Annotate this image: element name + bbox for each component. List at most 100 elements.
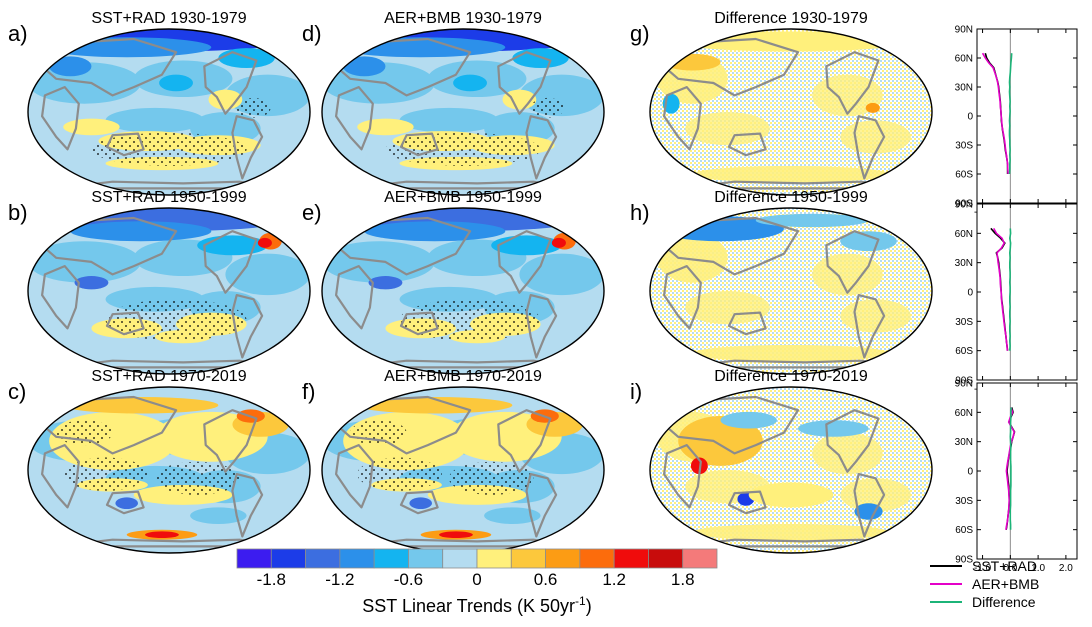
coastline: [231, 115, 264, 180]
panel-label: b): [8, 200, 28, 225]
trend-patch: [364, 221, 506, 242]
trend-patch: [115, 497, 138, 510]
trend-patch: [63, 396, 219, 414]
map-title: Difference 1950-1999: [714, 189, 868, 206]
coastline: [231, 473, 264, 538]
map-content: [650, 387, 932, 553]
y-tick-label: 60S: [955, 170, 973, 181]
legend-label: SST+RAD: [972, 558, 1037, 574]
x-tick-label: 1.0: [1031, 563, 1045, 574]
y-tick-label: 30N: [955, 258, 973, 269]
trend-patch: [448, 461, 534, 495]
trend-patch: [105, 299, 247, 341]
trend-patch: [63, 457, 148, 491]
map-outline: [649, 207, 933, 375]
y-tick-label: 30N: [955, 437, 973, 448]
map-outline: [649, 28, 933, 196]
trend-patch: [664, 53, 721, 71]
y-tick-label: 0: [967, 112, 973, 123]
coastline: [203, 51, 258, 115]
colorbar-swatch: [545, 548, 581, 569]
trend-patch: [357, 118, 414, 136]
colorbar-label: -0.6: [394, 570, 423, 589]
map-panel: SST+RAD 1930-1979 a): [8, 10, 311, 196]
trend-patch: [385, 132, 541, 166]
trend-patch: [812, 253, 883, 296]
trend-patch: [484, 507, 541, 524]
colorbar-swatch: [339, 548, 375, 569]
trend-patch: [530, 97, 565, 118]
y-tick-label: 30S: [955, 141, 973, 152]
trend-patch: [812, 74, 883, 117]
coastline: [525, 473, 558, 538]
coastline: [34, 216, 178, 276]
coastline: [497, 51, 552, 115]
panel-label: a): [8, 21, 28, 46]
trend-patch: [357, 457, 442, 491]
aer-bmb-line: [992, 228, 1009, 351]
map-panel: AER+BMB 1970-2019 f): [302, 368, 605, 554]
trend-patch: [236, 97, 271, 118]
map-panel: Difference 1950-1999 h): [630, 189, 933, 375]
colorbar-swatch: [442, 548, 478, 569]
coastline: [105, 132, 145, 157]
trend-patch: [399, 107, 499, 133]
y-tick-label: 90S: [955, 555, 973, 566]
trend-patch: [755, 213, 869, 228]
coastline: [203, 409, 258, 473]
map-panel: SST+RAD 1970-2019 c): [8, 368, 311, 554]
colorbar-swatch: [648, 548, 684, 569]
profile-frame: [976, 382, 1078, 560]
colorbar-label: 1.8: [671, 570, 695, 589]
panel-label: c): [8, 379, 26, 404]
trend-patch: [357, 396, 513, 414]
colorbar-swatch: [236, 548, 272, 569]
trend-patch: [63, 118, 120, 136]
coastline: [663, 265, 702, 330]
trend-patch: [190, 507, 247, 524]
map-panel: Difference 1930-1979 g): [630, 10, 933, 196]
trend-patch: [685, 291, 770, 325]
panel-label: d): [302, 21, 322, 46]
y-tick-label: 60S: [955, 525, 973, 536]
trend-patch: [840, 478, 911, 512]
trend-patch: [865, 102, 880, 113]
coastline: [41, 265, 80, 330]
map-title: SST+RAD 1970-2019: [91, 368, 246, 385]
coastline: [655, 37, 800, 97]
y-tick-label: 90N: [955, 25, 973, 36]
y-tick-label: 30N: [955, 83, 973, 94]
y-tick-label: 60N: [955, 408, 973, 419]
map-title: AER+BMB 1950-1999: [384, 189, 542, 206]
coastline: [335, 265, 374, 330]
colorbar-swatch: [579, 548, 615, 569]
trend-patch: [840, 120, 911, 154]
panel-label: g): [630, 21, 650, 46]
y-tick-label: 0: [967, 288, 973, 299]
y-tick-label: 90S: [955, 376, 973, 387]
colorbar-label: -1.2: [325, 570, 354, 589]
trend-patch: [145, 531, 179, 539]
colorbar-swatch: [613, 548, 649, 569]
trend-patch: [56, 420, 113, 446]
map-outline: [321, 207, 605, 375]
colorbar-title-sup: -1: [575, 594, 586, 608]
legend-sst-rad: SST+RAD: [930, 558, 1037, 574]
trend-patch: [74, 276, 109, 290]
coastline: [853, 473, 886, 538]
map-title: AER+BMB 1930-1979: [384, 10, 542, 27]
trend-patch: [343, 56, 386, 77]
coastline: [825, 51, 880, 115]
coastline: [497, 409, 552, 473]
coastline: [41, 444, 80, 509]
panel-label: f): [302, 379, 315, 404]
difference-line: [1008, 228, 1012, 351]
trend-patch: [678, 416, 763, 466]
trend-patch: [399, 299, 541, 341]
trend-patch: [671, 31, 911, 52]
map-outline: [649, 386, 933, 554]
colorbar-swatch: [270, 548, 306, 569]
